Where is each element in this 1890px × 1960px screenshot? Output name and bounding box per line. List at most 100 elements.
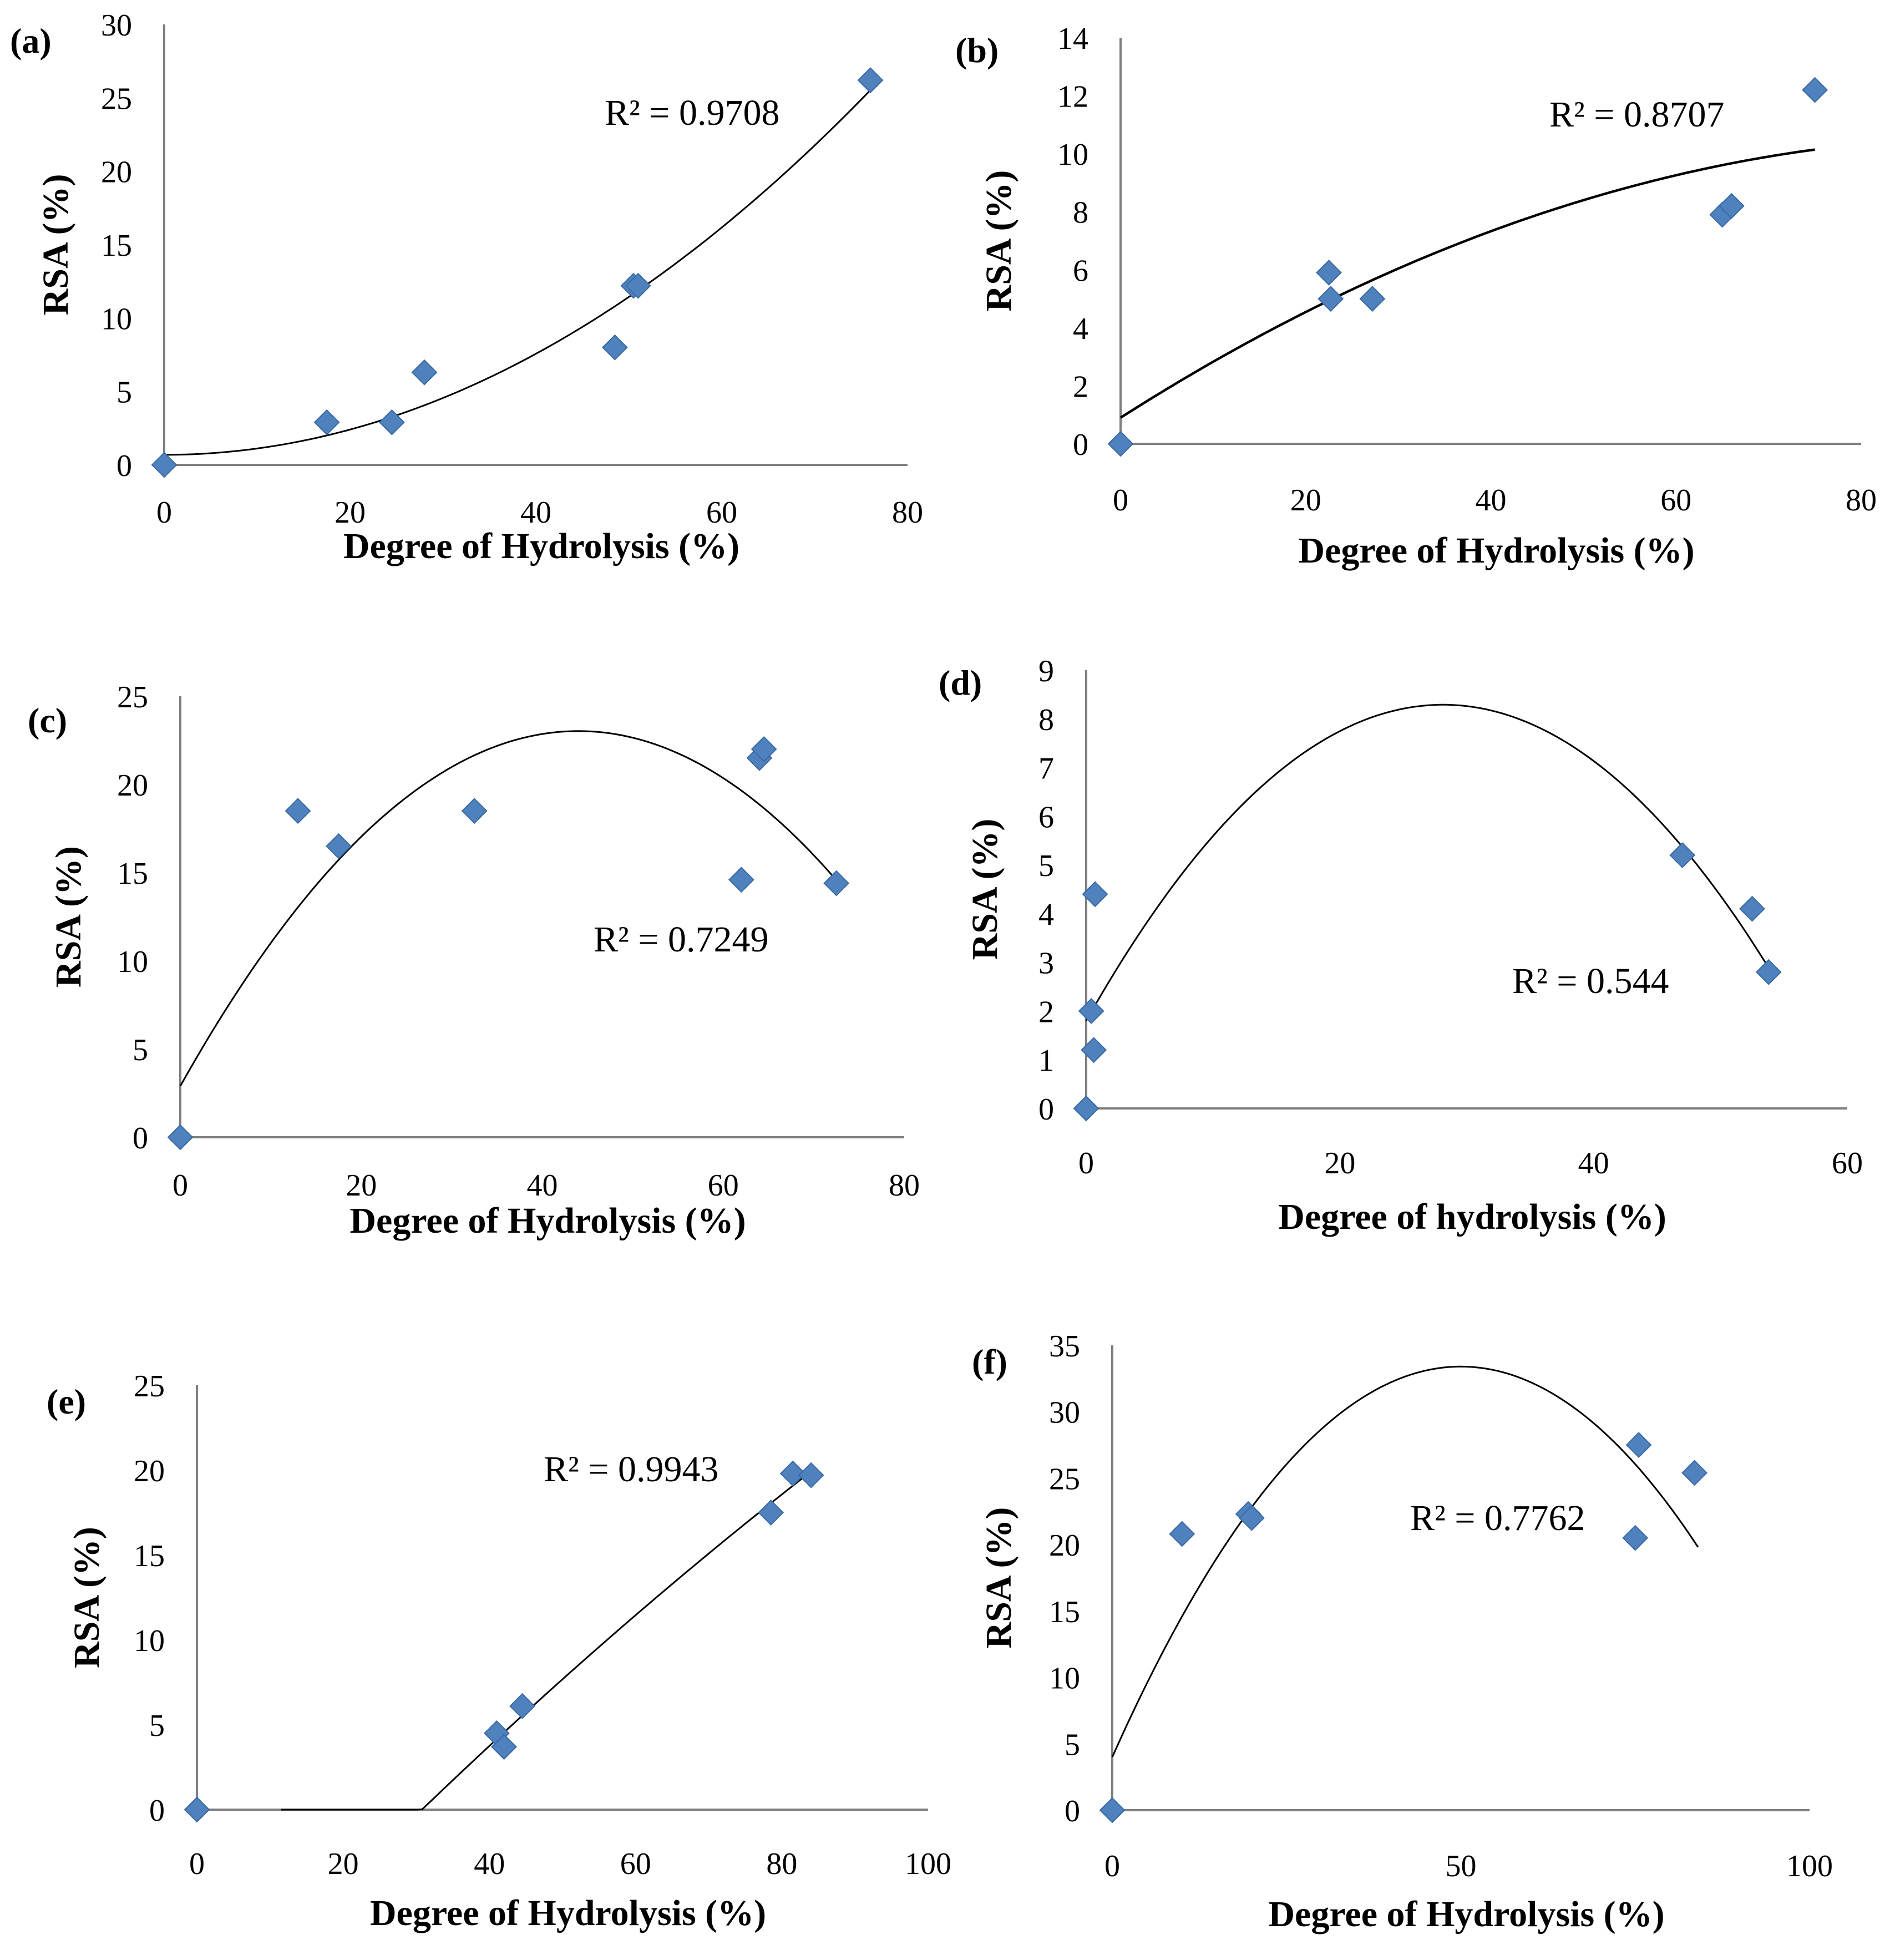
x-tick-label: 100 xyxy=(905,1847,951,1881)
data-point xyxy=(1681,1460,1708,1486)
x-axis-label: Degree of hydrolysis (%) xyxy=(1278,1197,1666,1237)
data-point xyxy=(758,1500,784,1526)
r-squared-label: R² = 0.9943 xyxy=(544,1449,719,1490)
data-point xyxy=(509,1693,535,1719)
x-tick-label: 80 xyxy=(1846,483,1877,518)
y-axis-label: RSA (%) xyxy=(979,1507,1019,1649)
y-tick-label: 10 xyxy=(101,302,132,336)
x-tick-label: 50 xyxy=(1446,1849,1477,1883)
y-tick-label: 25 xyxy=(117,680,148,715)
x-tick-label: 0 xyxy=(1113,483,1128,518)
trendline xyxy=(1085,703,1772,1021)
y-tick-label: 12 xyxy=(1057,80,1088,114)
data-point xyxy=(1359,286,1386,312)
trendline xyxy=(281,1471,812,1811)
trendline xyxy=(179,730,837,1087)
r-squared-label: R² = 0.544 xyxy=(1512,961,1669,1001)
y-axis-label: RSA (%) xyxy=(36,174,76,316)
data-point xyxy=(285,798,311,824)
x-tick-label: 60 xyxy=(706,495,737,530)
y-tick-label: 15 xyxy=(134,1539,165,1573)
x-tick-label: 40 xyxy=(1578,1146,1609,1181)
data-point xyxy=(1099,1797,1126,1824)
data-point xyxy=(1755,959,1782,985)
y-tick-label: 5 xyxy=(133,1033,148,1067)
x-axis-label: Degree of Hydrolysis (%) xyxy=(370,1893,766,1933)
x-tick-label: 40 xyxy=(474,1847,505,1881)
data-point xyxy=(1081,1037,1107,1063)
y-tick-label: 5 xyxy=(1038,849,1054,883)
data-point xyxy=(1078,998,1104,1024)
y-tick-label: 5 xyxy=(1065,1728,1080,1762)
data-point xyxy=(798,1462,824,1488)
trendline xyxy=(1119,148,1815,419)
y-tick-label: 8 xyxy=(1038,703,1054,737)
x-tick-label: 60 xyxy=(620,1847,651,1881)
y-tick-label: 10 xyxy=(117,945,148,979)
data-point xyxy=(151,452,178,478)
y-tick-label: 14 xyxy=(1057,22,1088,56)
x-tick-label: 40 xyxy=(520,495,551,530)
r-squared-label: R² = 0.7762 xyxy=(1410,1498,1585,1538)
y-tick-label: 20 xyxy=(101,155,132,190)
data-point xyxy=(1073,1095,1099,1122)
r-squared-label: R² = 0.7249 xyxy=(594,919,769,960)
r-squared-label: R² = 0.8707 xyxy=(1549,94,1725,135)
y-tick-label: 20 xyxy=(117,768,148,803)
chart-panel-a: 0 20 40 60 80 0 5 10 15 20 25 30 Degree of Hydrolysi… xyxy=(10,8,923,566)
x-tick-label: 60 xyxy=(708,1168,739,1203)
y-axis-label: RSA (%) xyxy=(965,819,1005,960)
y-tick-label: 7 xyxy=(1038,752,1054,786)
data-point xyxy=(167,1124,194,1151)
y-axis-label: RSA (%) xyxy=(48,846,89,987)
data-point xyxy=(1669,842,1696,868)
y-tick-label: 4 xyxy=(1073,312,1088,346)
y-tick-label: 35 xyxy=(1049,1329,1080,1364)
y-tick-label: 0 xyxy=(1073,428,1088,462)
data-point xyxy=(857,67,884,93)
x-tick-label: 20 xyxy=(1324,1146,1355,1181)
x-tick-label: 0 xyxy=(1104,1849,1120,1883)
y-tick-label: 25 xyxy=(134,1369,165,1404)
x-tick-label: 60 xyxy=(1832,1146,1863,1181)
data-point xyxy=(1238,1505,1265,1531)
data-point xyxy=(313,409,340,435)
x-axis-label: Degree of Hydrolysis (%) xyxy=(1298,530,1694,571)
y-tick-label: 10 xyxy=(134,1624,165,1658)
y-tick-label: 8 xyxy=(1073,196,1088,230)
data-point xyxy=(378,409,405,435)
panel-label: (e) xyxy=(47,1382,86,1421)
data-point xyxy=(1107,431,1134,457)
data-point xyxy=(1082,881,1108,908)
y-tick-label: 10 xyxy=(1057,138,1088,172)
y-tick-label: 15 xyxy=(117,857,148,891)
x-tick-label: 80 xyxy=(889,1168,920,1203)
trendline xyxy=(164,89,871,456)
data-point xyxy=(1622,1525,1649,1551)
x-axis-label: Degree of Hydrolysis (%) xyxy=(349,1201,746,1241)
y-tick-label: 6 xyxy=(1038,800,1054,834)
data-point xyxy=(823,870,850,897)
panel-label: (c) xyxy=(28,701,67,740)
y-tick-label: 0 xyxy=(149,1794,165,1828)
data-point xyxy=(1625,1432,1652,1458)
trendline xyxy=(1111,1365,1699,1758)
x-axis-label: Degree of Hydrolysis (%) xyxy=(1268,1894,1664,1934)
x-tick-label: 20 xyxy=(335,495,366,530)
y-tick-label: 30 xyxy=(1049,1396,1080,1430)
y-tick-label: 4 xyxy=(1038,898,1054,932)
panel-label: (d) xyxy=(939,663,982,702)
y-tick-label: 3 xyxy=(1038,946,1054,981)
data-point xyxy=(184,1796,210,1823)
data-point xyxy=(326,833,352,859)
x-tick-label: 0 xyxy=(1078,1146,1094,1181)
data-point xyxy=(411,359,438,386)
data-point xyxy=(461,798,488,824)
x-axis-label: Degree of Hydrolysis (%) xyxy=(343,526,739,566)
panel-label: (b) xyxy=(955,31,999,70)
y-tick-label: 0 xyxy=(1038,1092,1054,1127)
panel-label: (f) xyxy=(972,1342,1007,1381)
y-tick-label: 20 xyxy=(1049,1528,1080,1563)
chart-panel-f: 0 50 100 0 5 10 15 20 25 30 35 Degree of Hydrolysis… xyxy=(972,1329,1833,1934)
